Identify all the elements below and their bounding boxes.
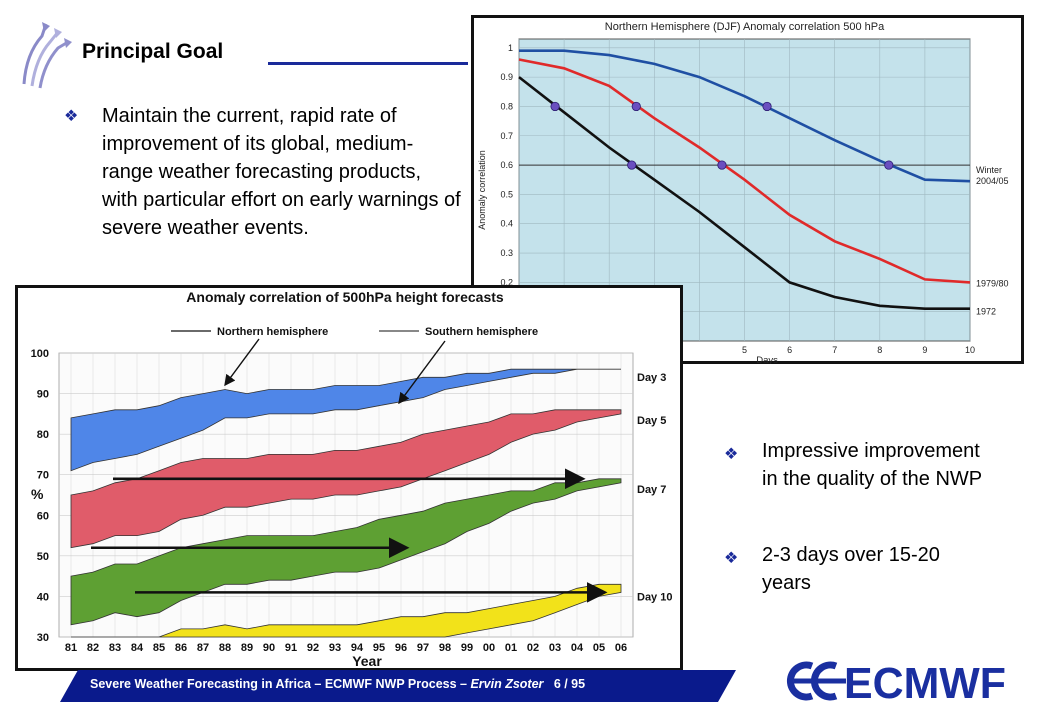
y-tick-label: 0.5 — [500, 189, 513, 199]
crossing-marker — [627, 160, 637, 170]
x-tick-label: 05 — [593, 642, 605, 654]
bullet-diamond-icon: ❖ — [724, 550, 739, 567]
x-tick-label: 88 — [219, 642, 231, 654]
x-tick-label: 85 — [153, 642, 165, 654]
crossing-marker — [762, 101, 772, 112]
ecmwf-wave-icon — [787, 661, 846, 701]
y-tick-label: 1 — [508, 43, 513, 53]
bullet-text: 2-3 days over 15-20 years — [762, 544, 940, 594]
x-tick-label: 04 — [571, 642, 584, 654]
bullet-text: Impressive improvement in the quality of… — [762, 440, 983, 490]
x-tick-label: 00 — [483, 642, 495, 654]
x-tick-label: 95 — [373, 642, 385, 654]
x-tick-label: 06 — [615, 642, 627, 654]
chart-title: Northern Hemisphere (DJF) Anomaly correl… — [605, 21, 885, 33]
y-tick-label: 0.6 — [500, 160, 513, 170]
x-tick-label: 82 — [87, 642, 99, 654]
x-tick-label: 99 — [461, 642, 473, 654]
ecmwf-logo-text: ECMWF — [844, 659, 1006, 706]
x-tick-label: 89 — [241, 642, 253, 654]
series-label: Day 5 — [637, 415, 666, 427]
y-tick-label: 30 — [37, 632, 49, 644]
crossing-marker — [550, 101, 560, 112]
series-label: 2004/05 — [976, 176, 1009, 186]
y-tick-label: 60 — [37, 510, 49, 522]
y-tick-label: 50 — [37, 551, 49, 563]
x-axis-label: Days — [756, 355, 778, 364]
x-tick-label: 94 — [351, 642, 364, 654]
x-tick-label: 03 — [549, 642, 561, 654]
crossing-marker — [884, 160, 894, 170]
series-line — [518, 76, 970, 310]
x-axis-label: Year — [352, 653, 382, 669]
series-label: Day 3 — [637, 372, 666, 384]
x-tick-label: 8 — [877, 345, 882, 355]
series-band — [71, 583, 622, 638]
y-tick-label: 0.9 — [500, 72, 513, 82]
y-tick-label: 0.2 — [500, 277, 513, 287]
series-label: Day 7 — [637, 484, 666, 496]
x-tick-label: 97 — [417, 642, 429, 654]
series-band — [70, 478, 622, 626]
x-tick-label: 98 — [439, 642, 451, 654]
x-tick-label: 5 — [742, 345, 747, 355]
y-tick-label: 70 — [37, 470, 49, 482]
series-line — [518, 58, 971, 284]
footer-text: Severe Weather Forecasting in Africa – E… — [90, 677, 585, 691]
x-tick-label: 7 — [832, 345, 837, 355]
series-label: Day 10 — [637, 591, 672, 603]
footer-spacer — [543, 677, 553, 691]
x-tick-label: 93 — [329, 642, 341, 654]
bullet-diamond-icon: ❖ — [724, 446, 739, 463]
footer-author: Ervin Zsoter — [470, 677, 544, 691]
crossing-marker — [717, 160, 727, 170]
x-tick-label: 86 — [175, 642, 187, 654]
x-tick-label: 83 — [109, 642, 121, 654]
series-label: Winter — [976, 165, 1002, 175]
legend-pointer-arrow — [398, 340, 446, 405]
y-tick-label: 100 — [31, 348, 49, 360]
x-tick-label: 87 — [197, 642, 209, 654]
x-tick-label: 01 — [505, 642, 517, 654]
chart-title: Anomaly correlation of 500hPa height for… — [186, 289, 504, 305]
x-tick-label: 81 — [65, 642, 77, 654]
x-tick-label: 91 — [285, 642, 297, 654]
legend-pointer-arrow — [224, 338, 260, 387]
series-line — [519, 49, 971, 183]
x-tick-label: 9 — [922, 345, 927, 355]
page-number: 6 / 95 — [553, 677, 586, 691]
x-tick-label: 84 — [131, 642, 144, 654]
y-tick-label: 0.8 — [500, 101, 513, 111]
y-axis-label: % — [31, 486, 44, 502]
bullet-diamond-icon: ❖ — [64, 108, 79, 125]
x-tick-label: 96 — [395, 642, 407, 654]
bullet-text: Maintain the current, rapid rate of impr… — [102, 105, 461, 239]
series-label: 1979/80 — [976, 278, 1009, 288]
series-band — [70, 368, 621, 472]
y-tick-label: 0.7 — [500, 131, 513, 141]
x-tick-label: 02 — [527, 642, 539, 654]
y-axis-label: Anomaly correlation — [477, 150, 487, 230]
title-underline — [268, 62, 468, 65]
slide-title: Principal Goal — [82, 40, 224, 63]
y-tick-label: 0.4 — [500, 219, 513, 229]
ecmwf-logo: ECMWF — [787, 659, 1006, 706]
ecmwf-swirl-icon — [22, 22, 72, 89]
legend-label: Southern hemisphere — [425, 326, 538, 338]
x-tick-label: 90 — [263, 642, 275, 654]
y-tick-label: 80 — [37, 429, 49, 441]
y-tick-label: 0.3 — [500, 248, 513, 258]
y-tick-label: 90 — [37, 389, 49, 401]
x-tick-label: 92 — [307, 642, 319, 654]
crossing-marker — [631, 101, 641, 112]
x-tick-label: 6 — [787, 345, 792, 355]
y-tick-label: 40 — [37, 591, 49, 603]
legend-label: Northern hemisphere — [217, 326, 328, 338]
footer-title: Severe Weather Forecasting in Africa – E… — [90, 677, 471, 691]
x-tick-label: 10 — [965, 345, 975, 355]
anomaly-correlation-history-chart: 81 82 83 84 85 86 87 88 89 90 91 92 93 94 95 96 97 98 99 00… — [15, 285, 683, 671]
series-label: 1972 — [976, 307, 996, 317]
footer-bar — [60, 670, 736, 702]
